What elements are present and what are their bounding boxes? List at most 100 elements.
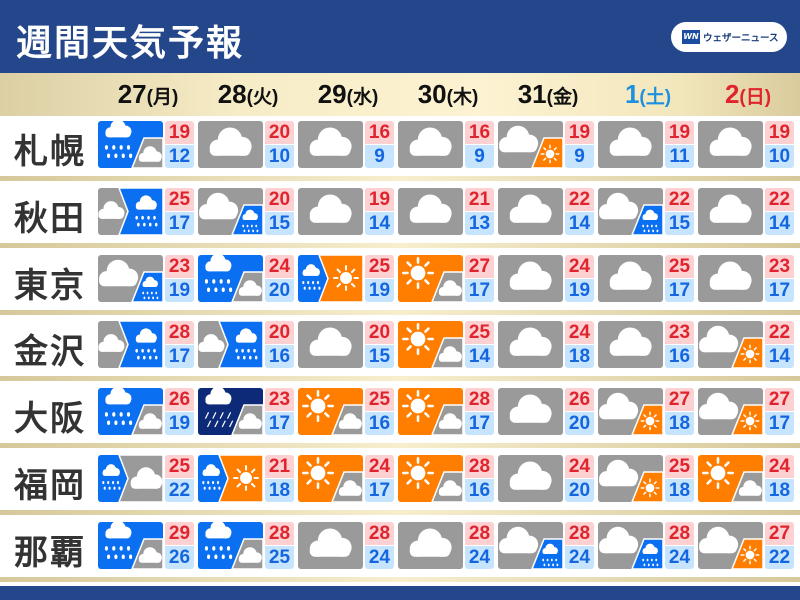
row-divider — [0, 376, 800, 382]
weather-rain-then-sun-icon — [198, 455, 263, 502]
date-1: 1(土) — [598, 79, 698, 110]
sun-icon — [740, 344, 760, 364]
cloud-icon — [302, 263, 320, 276]
forecast-cell: 23 17 — [698, 254, 794, 302]
low-temp: 13 — [465, 211, 494, 235]
weather-cloud-icon — [498, 254, 563, 302]
forecast-cell: 19 14 — [298, 187, 394, 235]
weather-cloud-sometimes-sun-icon — [498, 121, 563, 168]
date-29: 29(水) — [298, 79, 398, 110]
forecast-cell: 23 19 — [98, 254, 194, 302]
cloud-icon — [138, 146, 162, 162]
city-row: 東京 23 19 24 20 25 19 27 17 24 19 25 17 23 17 — [0, 250, 800, 315]
date-2: 2(日) — [698, 79, 798, 110]
high-temp: 20 — [265, 321, 294, 345]
cloud-icon — [238, 546, 262, 563]
weather-cloud-icon — [298, 521, 363, 569]
forecast-cell: 19 9 — [498, 121, 594, 168]
high-temp: 20 — [365, 321, 394, 345]
low-temp: 10 — [265, 145, 294, 168]
low-temp: 17 — [465, 412, 494, 436]
forecast-cell: 24 18 — [698, 455, 794, 502]
low-temp: 20 — [265, 278, 294, 302]
weather-cloud-icon — [598, 321, 663, 369]
date-header-row: 27(月) 28(火) 29(水) 30(木) 31(金) 1(土) 2(日) — [0, 73, 800, 116]
high-temp: 25 — [365, 254, 394, 278]
low-temp: 18 — [565, 345, 594, 369]
low-temp: 9 — [365, 145, 394, 168]
cloud-icon — [199, 192, 239, 220]
sun-icon — [740, 411, 760, 431]
high-temp: 24 — [565, 455, 594, 478]
low-temp: 15 — [265, 211, 294, 235]
cloud-icon — [198, 334, 225, 353]
rain-icon — [204, 254, 233, 292]
weather-cloud-icon — [598, 254, 663, 302]
cloud-icon — [105, 388, 132, 405]
rain-icon — [104, 121, 133, 159]
cloud-icon — [309, 528, 352, 557]
low-temp: 16 — [665, 345, 694, 369]
city-row: 金沢 28 17 20 16 20 15 25 14 24 18 23 16 22 14 — [0, 316, 800, 382]
high-temp: 25 — [465, 321, 494, 345]
high-temp: 27 — [465, 254, 494, 278]
forecast-cell: 28 24 — [398, 521, 494, 569]
cloud-icon — [135, 195, 157, 210]
cloud-icon — [238, 413, 262, 429]
forecast-cell: 26 20 — [498, 388, 594, 436]
date-day: 29 — [317, 79, 347, 109]
forecast-cell: 25 17 — [98, 187, 194, 235]
date-day: 2 — [724, 79, 740, 109]
low-temp: 10 — [765, 145, 794, 168]
forecast-cell: 21 18 — [198, 455, 294, 502]
cloud-icon — [599, 192, 639, 220]
high-temp: 19 — [565, 121, 594, 144]
cloud-icon — [609, 261, 652, 290]
low-temp: 14 — [365, 211, 394, 235]
forecast-cell: 27 18 — [598, 388, 694, 436]
cloud-icon — [98, 334, 125, 353]
forecast-cell: 24 19 — [498, 254, 594, 302]
weather-cloud-sometimes-sun-icon — [698, 521, 763, 569]
low-temp: 24 — [465, 545, 494, 569]
weather-cloud-sometimes-sun-icon — [598, 455, 663, 502]
forecast-cell: 28 17 — [398, 388, 494, 436]
low-temp: 17 — [165, 211, 194, 235]
cloud-icon — [709, 127, 752, 156]
forecast-cell: 28 24 — [598, 521, 694, 569]
high-temp: 28 — [465, 455, 494, 478]
forecast-cell: 22 15 — [598, 187, 694, 235]
cloud-icon — [409, 127, 452, 156]
high-temp: 20 — [265, 121, 294, 144]
low-temp: 17 — [165, 345, 194, 369]
high-temp: 28 — [665, 521, 694, 545]
weather-cloud-then-rain-icon — [198, 321, 263, 369]
low-temp: 14 — [765, 211, 794, 235]
date-day: 30 — [417, 79, 447, 109]
forecast-cell: 20 15 — [298, 321, 394, 369]
cloud-icon — [509, 394, 552, 423]
weather-cloud-sometimes-rain-icon — [498, 521, 563, 569]
high-temp: 26 — [565, 388, 594, 412]
weather-cloud-icon — [398, 521, 463, 569]
footer-bar — [0, 586, 800, 600]
forecast-cell: 20 15 — [198, 187, 294, 235]
cloud-icon — [105, 121, 132, 138]
weather-cloud-sometimes-rain-icon — [598, 187, 663, 235]
rain-icon — [202, 464, 221, 490]
date-weekday: (日) — [739, 87, 772, 108]
low-temp: 15 — [365, 345, 394, 369]
forecast-cell: 22 14 — [498, 187, 594, 235]
row-divider — [0, 176, 800, 181]
rain-icon — [104, 388, 133, 426]
date-28: 28(火) — [198, 79, 298, 110]
weather-cloud-icon — [698, 254, 763, 302]
forecast-cell: 20 16 — [198, 321, 294, 369]
weather-sun-sometimes-cloud-icon — [398, 388, 463, 436]
weather-rain-sometimes-cloud-icon — [98, 388, 163, 436]
date-30: 30(木) — [398, 79, 498, 110]
cloud-icon — [309, 194, 352, 223]
city-row: 札幌 19 12 20 10 16 9 16 9 19 9 19 11 19 10 — [0, 116, 800, 181]
weather-cloud-icon — [398, 187, 463, 235]
forecast-cell: 24 20 — [498, 455, 594, 502]
